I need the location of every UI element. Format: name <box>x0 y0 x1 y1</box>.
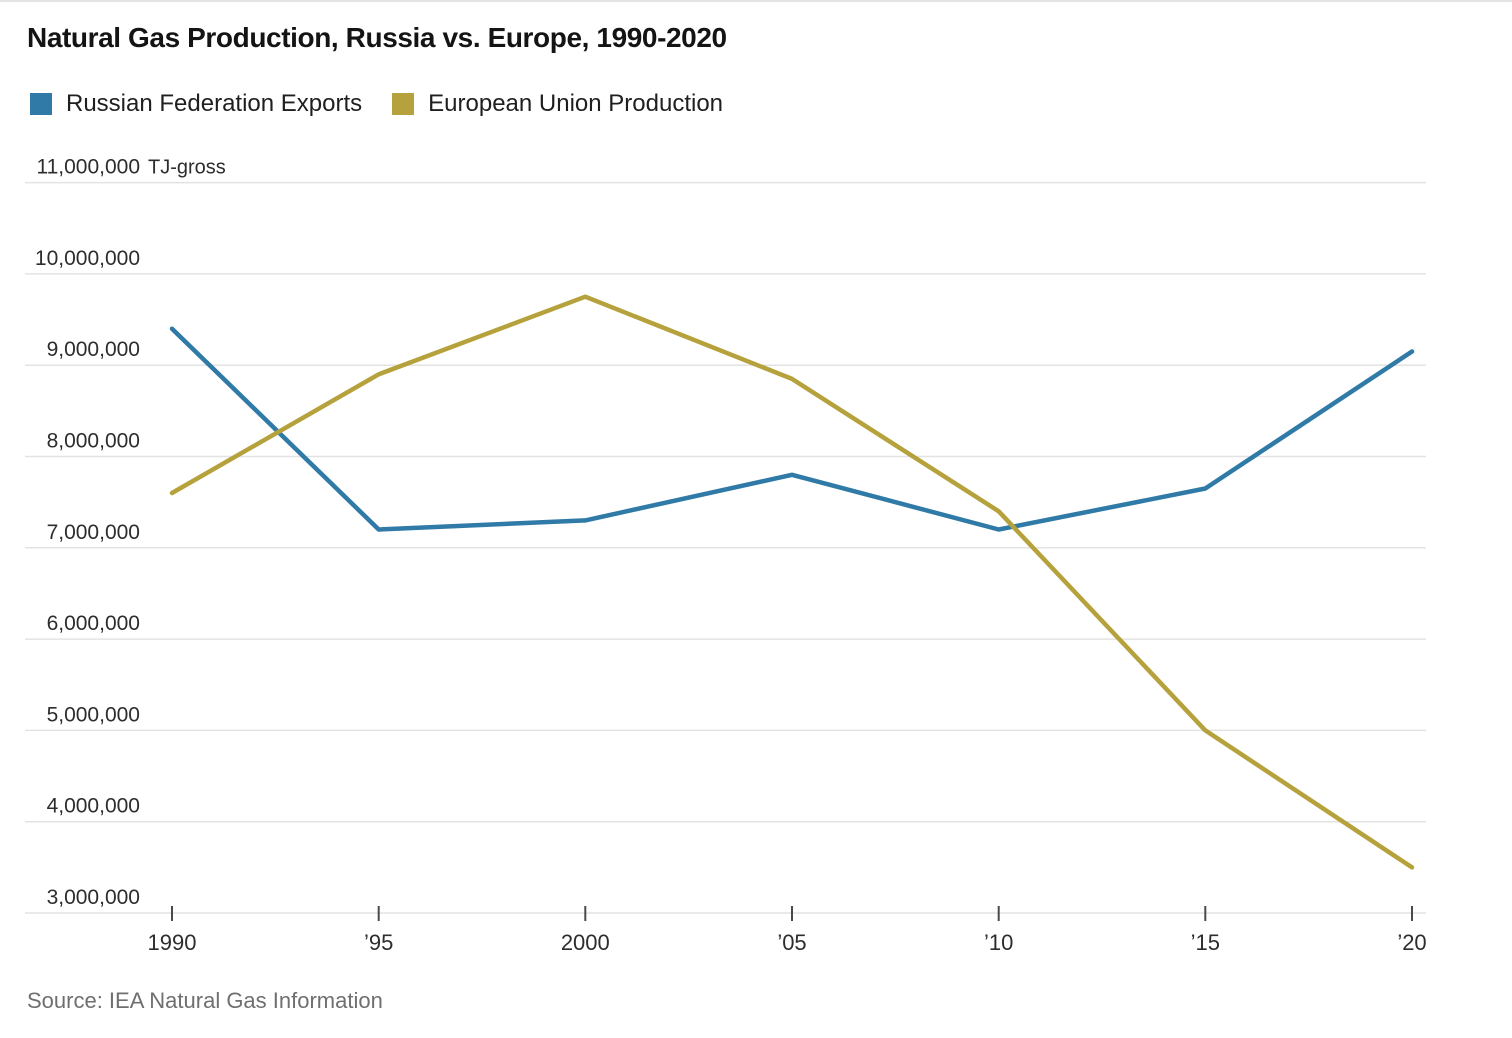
x-axis-tick-label: ’10 <box>984 930 1013 955</box>
y-axis-tick-label: 4,000,000 <box>47 795 140 818</box>
x-axis-tick-label: ’95 <box>364 930 393 955</box>
y-axis-tick-label: 7,000,000 <box>47 521 140 544</box>
y-axis-tick-label: 3,000,000 <box>47 886 140 909</box>
top-divider <box>0 0 1512 2</box>
x-axis-tick-label: 1990 <box>148 930 197 955</box>
legend-swatch-european-union-production <box>392 93 415 115</box>
legend-label-european-union-production: European Union Production <box>428 90 724 117</box>
y-axis-tick-label: 5,000,000 <box>47 703 140 726</box>
series-line-russian-federation-exports <box>169 326 1415 532</box>
x-axis-tick-label: ’20 <box>1397 930 1426 955</box>
y-axis-tick-label: 10,000,000 <box>35 247 140 270</box>
legend-item-russian-federation-exports: Russian Federation Exports <box>30 90 362 118</box>
legend-label-russian-federation-exports: Russian Federation Exports <box>66 90 363 117</box>
y-axis-unit-label: TJ-gross <box>148 157 226 179</box>
y-axis-tick-label: 8,000,000 <box>47 430 140 453</box>
chart-title: Natural Gas Production, Russia vs. Europ… <box>27 22 727 53</box>
y-axis-tick-label: 11,000,000 <box>36 156 140 179</box>
legend-item-european-union-production: European Union Production <box>392 90 723 118</box>
x-axis-tick-label: ’15 <box>1191 930 1220 955</box>
x-axis-tick-label: 2000 <box>561 930 610 955</box>
series-line-european-union-production <box>169 294 1415 870</box>
source-note: Source: IEA Natural Gas Information <box>27 988 383 1013</box>
x-axis-tick-label: ’05 <box>777 930 806 955</box>
legend: Russian Federation Exports European Unio… <box>30 90 723 118</box>
y-axis-tick-label: 6,000,000 <box>47 612 140 635</box>
y-axis-tick-label: 9,000,000 <box>47 338 140 361</box>
legend-swatch-russian-federation-exports <box>30 93 52 115</box>
